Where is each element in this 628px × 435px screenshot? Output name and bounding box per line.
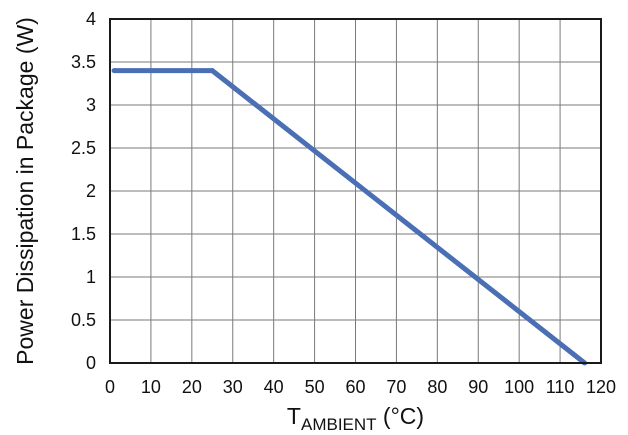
data-point — [209, 68, 215, 74]
series-line — [114, 68, 587, 365]
x-tick-labels: 0 10 20 30 40 50 60 70 80 90 100 110 120 — [105, 377, 616, 397]
x-axis-title-main: T — [287, 403, 301, 429]
y-tick-label: 1.5 — [71, 224, 96, 244]
x-axis-title-unit: (°C) — [377, 403, 425, 429]
y-tick-label: 2.5 — [71, 138, 96, 158]
x-tick-label: 10 — [141, 377, 161, 397]
x-axis-title: TAMBIENT (°C) — [287, 403, 424, 434]
data-point — [111, 68, 117, 74]
x-tick-label: 40 — [264, 377, 284, 397]
y-tick-label: 0 — [86, 353, 96, 373]
y-tick-label: 4 — [86, 9, 96, 29]
y-tick-label: 0.5 — [71, 310, 96, 330]
y-tick-label: 3.5 — [71, 52, 96, 72]
y-tick-label: 2 — [86, 181, 96, 201]
y-tick-label: 3 — [86, 95, 96, 115]
x-tick-label: 60 — [345, 377, 365, 397]
y-tick-label: 1 — [86, 267, 96, 287]
series-layer — [111, 68, 588, 366]
x-tick-label: 90 — [468, 377, 488, 397]
x-tick-label: 20 — [182, 377, 202, 397]
x-tick-label: 0 — [105, 377, 115, 397]
x-tick-label: 120 — [586, 377, 616, 397]
x-axis-title-subscript: AMBIENT — [301, 415, 377, 434]
x-tick-label: 80 — [427, 377, 447, 397]
x-tick-label: 100 — [504, 377, 534, 397]
plot-frame — [109, 18, 602, 364]
x-tick-label: 70 — [386, 377, 406, 397]
x-tick-label: 110 — [546, 377, 575, 397]
y-tick-labels: 0 0.5 1 1.5 2 2.5 3 3.5 4 — [71, 9, 96, 373]
y-axis-title: Power Dissipation in Package (W) — [12, 17, 38, 365]
x-tick-label: 50 — [305, 377, 325, 397]
x-tick-label: 30 — [223, 377, 243, 397]
